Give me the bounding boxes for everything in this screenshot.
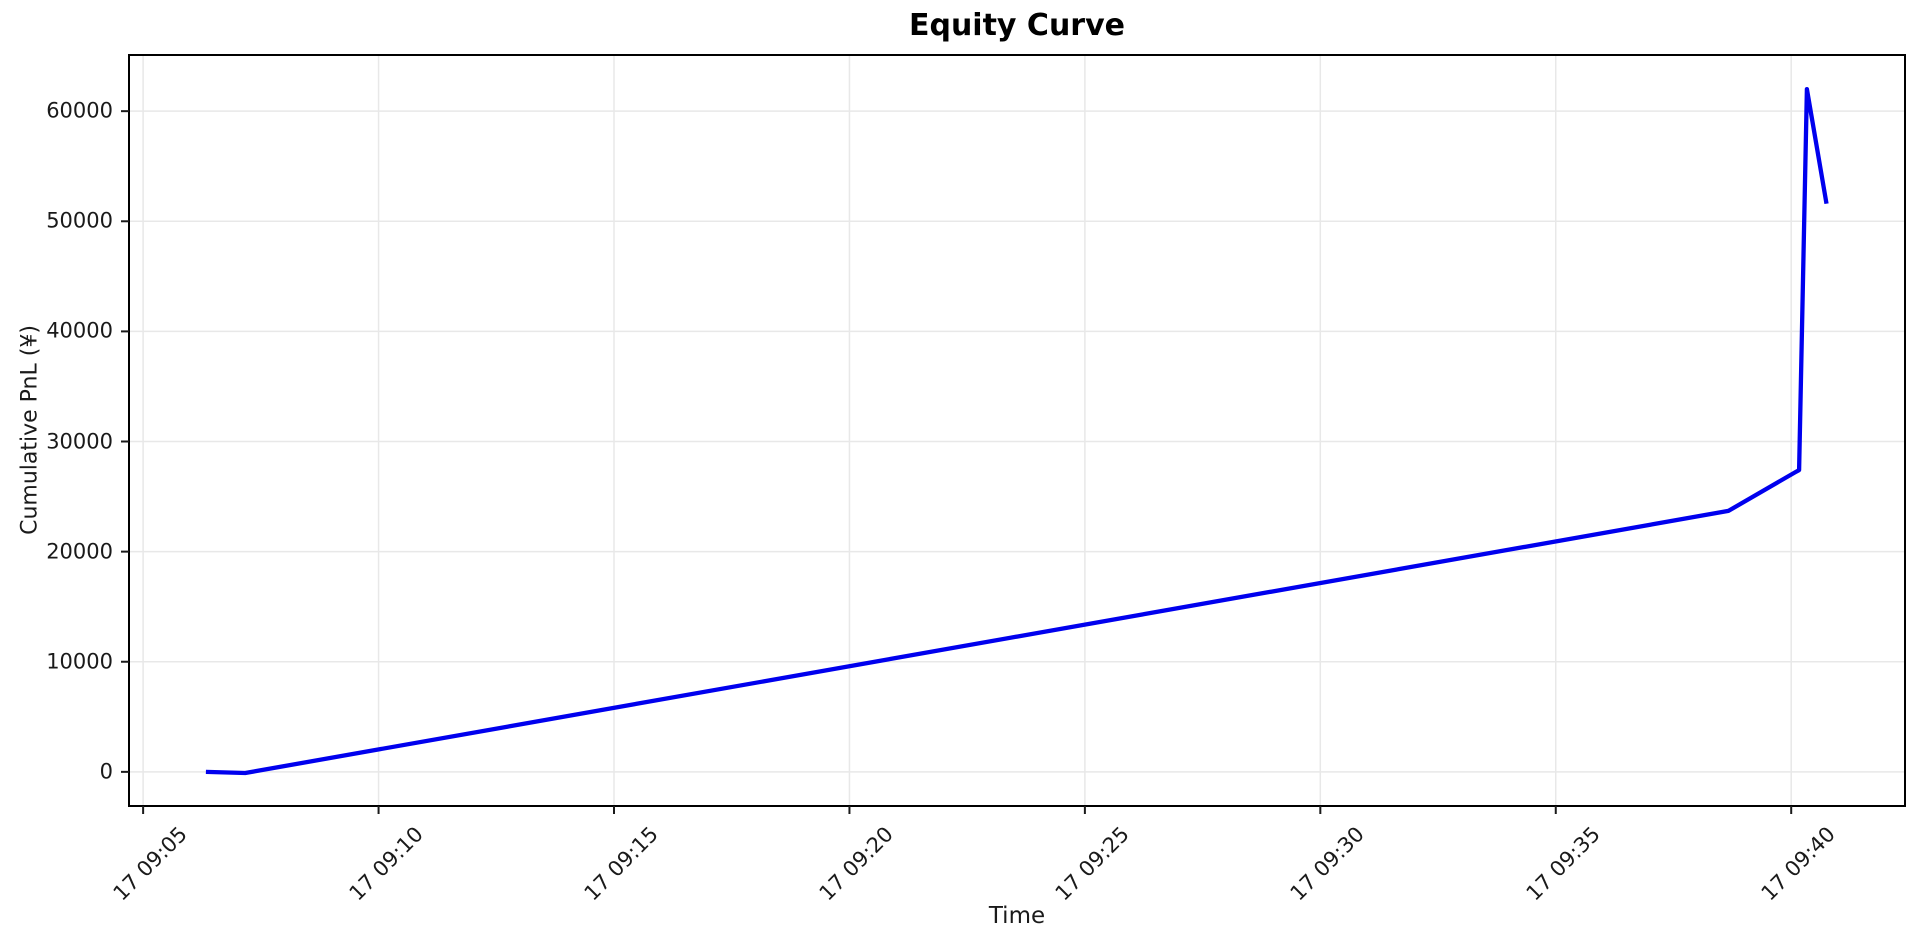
equity-curve-line [205,86,1829,776]
y-tick-label: 40000 [46,318,113,343]
plot-border [128,54,1906,807]
y-tick-label: 50000 [46,208,113,233]
y-axis-label: Cumulative PnL (¥) [17,325,43,535]
y-tick-label: 60000 [46,98,113,123]
y-tick-label: 30000 [46,429,113,454]
chart-title: Equity Curve [908,8,1126,43]
y-tick-label: 10000 [46,649,113,674]
y-tick-label: 0 [99,759,113,784]
y-tick-label: 20000 [46,539,113,564]
x-axis-label: Time [988,903,1046,929]
